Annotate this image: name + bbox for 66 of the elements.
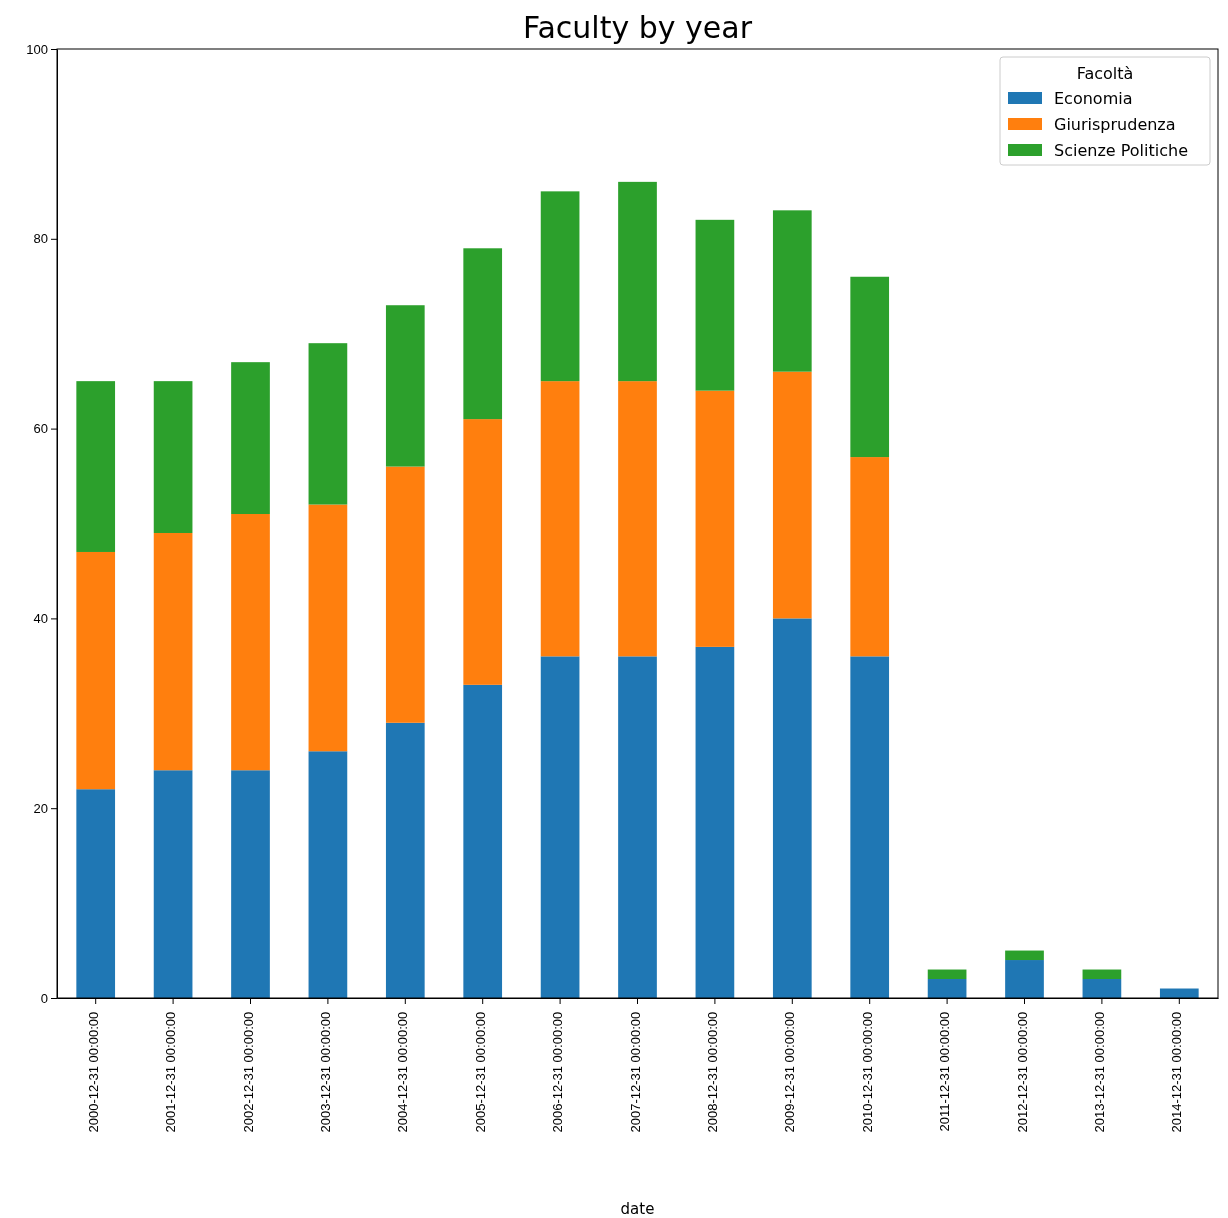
x-tick-label: 2008-12-31 00:00:00 — [705, 1011, 721, 1133]
bar — [1005, 960, 1044, 998]
bar — [76, 381, 116, 552]
bar — [231, 770, 270, 998]
x-axis-title: date — [620, 1200, 655, 1218]
bar — [463, 419, 503, 685]
bar — [153, 381, 193, 533]
bar — [231, 362, 270, 515]
y-tick-label: 20 — [33, 800, 48, 816]
bar — [385, 305, 425, 467]
x-tick-label: 2004-12-31 00:00:00 — [395, 1011, 411, 1133]
bar — [308, 343, 348, 505]
y-tick-label: 100 — [26, 41, 48, 57]
bar — [385, 466, 425, 723]
x-tick-label: 2009-12-31 00:00:00 — [782, 1011, 798, 1133]
bar — [76, 551, 116, 790]
x-tick-label: 2000-12-31 00:00:00 — [85, 1011, 101, 1133]
bar — [153, 532, 193, 771]
bar — [618, 181, 657, 382]
x-tick-label: 2005-12-31 00:00:00 — [472, 1011, 488, 1133]
legend-label: Scienze Politiche — [1054, 141, 1188, 160]
bar — [463, 248, 503, 420]
bar — [463, 684, 503, 998]
bar — [772, 371, 812, 619]
x-tick-label: 2002-12-31 00:00:00 — [240, 1011, 256, 1133]
bar — [618, 381, 657, 657]
legend-label: Economia — [1054, 89, 1133, 108]
bar — [927, 979, 967, 998]
bar — [76, 789, 116, 998]
bar — [850, 457, 890, 657]
bar — [231, 514, 270, 771]
bar — [153, 770, 193, 998]
y-tick-label: 40 — [33, 611, 48, 627]
x-tick-label: 2014-12-31 00:00:00 — [1169, 1011, 1185, 1133]
bar — [540, 191, 580, 382]
legend-title: Facoltà — [1076, 64, 1134, 83]
x-tick-label: 2012-12-31 00:00:00 — [1014, 1011, 1030, 1133]
legend-label: Giurisprudenza — [1054, 115, 1176, 134]
bar — [695, 219, 735, 391]
x-tick-label: 2013-12-31 00:00:00 — [1092, 1011, 1108, 1133]
bar — [695, 646, 735, 998]
bar — [618, 656, 657, 998]
bar — [308, 504, 348, 752]
x-tick-label: 2001-12-31 00:00:00 — [163, 1011, 179, 1133]
x-tick-label: 2011-12-31 00:00:00 — [937, 1011, 953, 1132]
x-tick-label: 2010-12-31 00:00:00 — [859, 1011, 875, 1133]
chart-title: Faculty by year — [522, 10, 753, 45]
bar — [772, 210, 812, 372]
bar — [695, 390, 735, 647]
bar — [850, 276, 890, 458]
x-tick-label: 2003-12-31 00:00:00 — [318, 1011, 334, 1133]
bar — [385, 722, 425, 998]
bar — [308, 751, 348, 998]
bar — [1005, 950, 1044, 961]
bar — [540, 656, 580, 998]
y-tick-label: 60 — [33, 421, 48, 437]
bar — [772, 618, 812, 998]
x-tick-label: 2007-12-31 00:00:00 — [627, 1011, 643, 1133]
bar — [540, 381, 580, 657]
y-tick-label: 0 — [40, 990, 48, 1006]
y-tick-label: 80 — [33, 231, 48, 247]
bar — [850, 656, 890, 998]
bar — [1082, 969, 1122, 980]
x-tick-label: 2006-12-31 00:00:00 — [550, 1011, 566, 1133]
bar — [1082, 979, 1122, 998]
bar — [927, 969, 967, 980]
